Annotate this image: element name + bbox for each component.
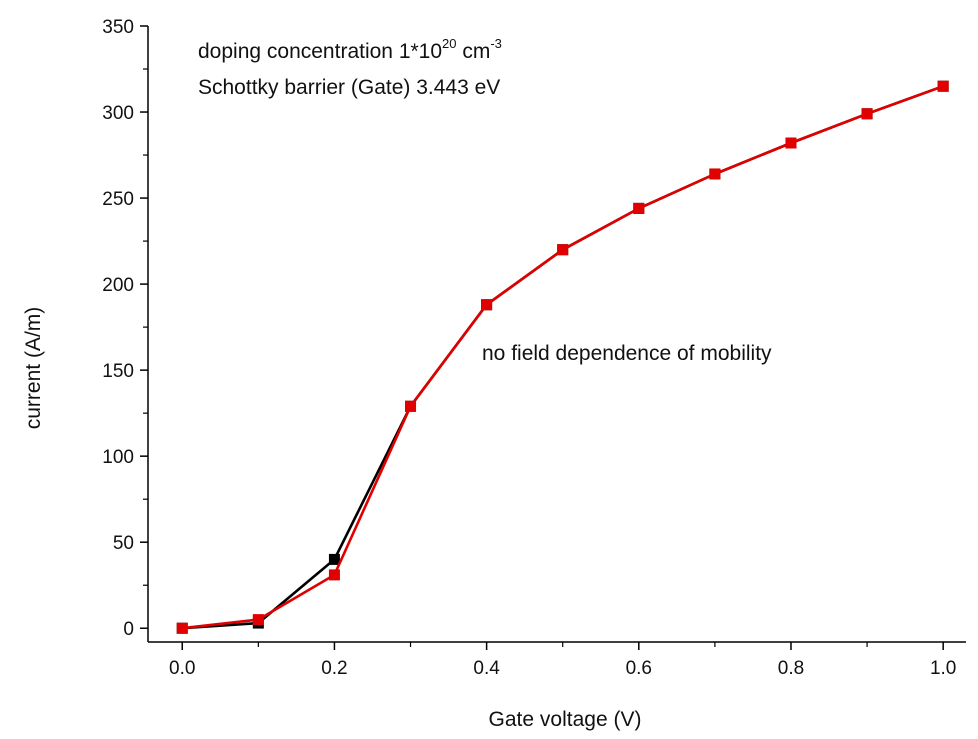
x-tick-label: 0.0 [169,658,195,679]
y-tick-label: 250 [102,189,134,210]
series-2-point [481,299,493,311]
annotation-schottky: Schottky barrier (Gate) 3.443 eV [198,76,500,99]
y-tick-label: 50 [113,533,134,554]
ticks: 0.0 0.2 0.4 0.6 0.8 1.0 0 50 100 150 200 250 300 350 [102,17,956,679]
y-tick-label: 300 [102,103,134,124]
axes [147,26,966,643]
y-tick-label: 150 [102,361,134,382]
x-axis-title: Gate voltage (V) [489,708,642,731]
annotation-doping: doping concentration 1*1020 cm-3 [198,36,502,63]
annotation-doping-unit: cm [457,40,491,63]
y-tick-label: 100 [102,447,134,468]
series-2-point [557,244,569,256]
x-tick-label: 0.6 [626,658,652,679]
series-2-point [861,108,873,120]
series-2-point [328,569,340,581]
series-2-point [785,137,797,149]
x-tick-label: 0.4 [473,658,500,679]
series-2-point [405,400,417,412]
series-2-point [937,80,949,92]
y-tick-label: 200 [102,275,134,296]
series-1-point [328,553,340,565]
y-axis-title: current (A/m) [22,307,45,430]
x-tick-label: 1.0 [930,658,956,679]
series-2-point [252,614,264,626]
annotation-mobility: no field dependence of mobility [482,342,772,365]
series-layer [176,80,949,634]
series-2-point [709,168,721,180]
x-tick-label: 0.2 [321,658,347,679]
annotation-doping-unit-exponent: -3 [490,36,502,51]
series-2-point [176,622,188,634]
series-2-point [633,202,645,214]
y-tick-label: 0 [123,619,134,640]
x-tick-label: 0.8 [778,658,804,679]
annotation-doping-exponent: 20 [442,36,456,51]
y-tick-label: 350 [102,17,134,38]
annotation-doping-prefix: doping concentration 1*10 [198,40,442,63]
